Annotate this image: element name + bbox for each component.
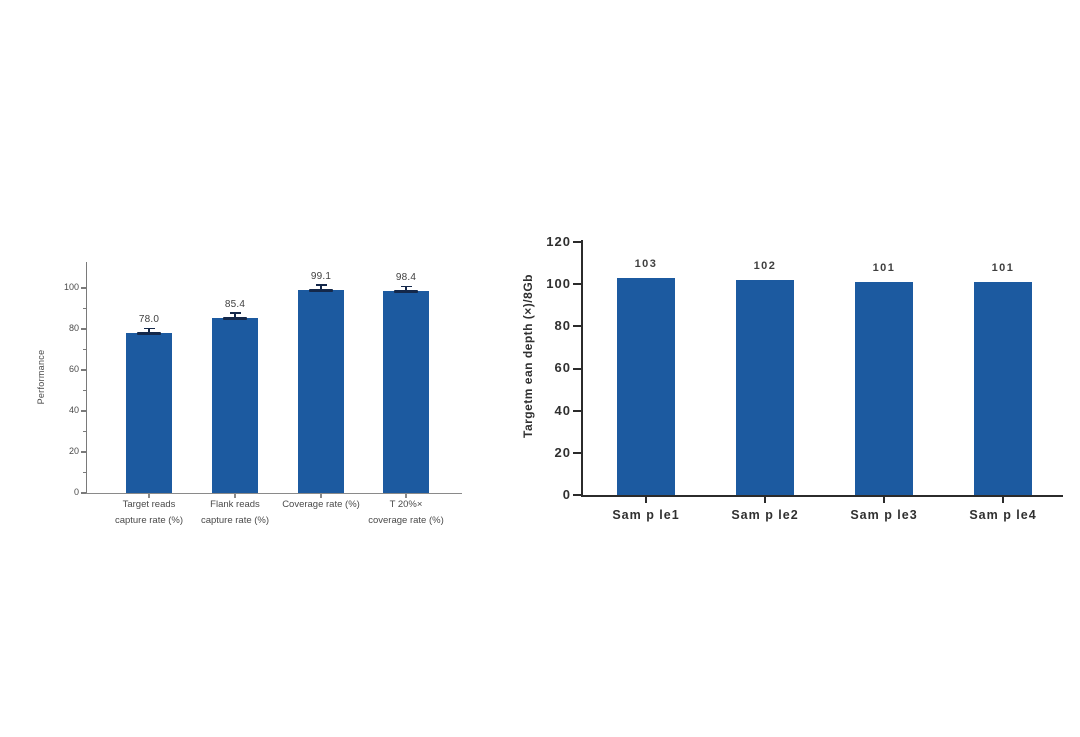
bar-value-label: 101 <box>991 262 1015 275</box>
y-tick-label: 20 <box>68 446 79 457</box>
error-bar-cap <box>394 290 418 294</box>
error-bar-cap <box>223 316 247 320</box>
y-tick-label: 60 <box>68 364 79 375</box>
bar <box>855 282 913 495</box>
y-tick-label: 100 <box>546 276 571 292</box>
bar-value-label: 103 <box>634 257 658 270</box>
y-tick-label: 0 <box>73 487 79 498</box>
error-bar-whisker <box>405 286 407 292</box>
y-tick-label: 20 <box>554 444 571 460</box>
category-label: T 20%× <box>389 499 423 510</box>
y-tick <box>572 325 581 328</box>
error-bar-top-cap <box>143 327 155 330</box>
x-tick <box>148 494 150 499</box>
y-axis-line <box>85 262 87 495</box>
y-minor-tick <box>82 430 86 432</box>
y-minor-tick <box>82 471 86 473</box>
category-label: capture rate (%) <box>200 514 270 526</box>
category-label: Sam p le3 <box>850 508 918 522</box>
error-bar-top-cap <box>400 285 412 288</box>
bar-value-label: 102 <box>753 259 777 272</box>
x-axis-line <box>580 495 1063 498</box>
y-minor-tick <box>82 389 86 391</box>
bar <box>212 317 258 493</box>
y-tick-label: 0 <box>562 486 571 502</box>
y-minor-tick <box>82 348 86 350</box>
y-tick-label: 100 <box>63 282 79 293</box>
y-tick <box>80 287 86 289</box>
y-tick <box>572 494 581 496</box>
x-tick <box>764 497 766 504</box>
x-tick <box>405 494 407 499</box>
error-bar-whisker <box>148 328 150 334</box>
bar <box>298 289 344 493</box>
y-tick <box>80 328 86 330</box>
y-tick <box>572 241 581 243</box>
x-tick <box>320 494 322 499</box>
x-tick <box>234 494 236 499</box>
category-label: coverage rate (%) <box>368 514 444 526</box>
y-tick <box>80 410 86 412</box>
category-label: Coverage rate (%) <box>282 499 360 510</box>
bar <box>974 282 1032 495</box>
y-tick-label: 80 <box>554 318 571 334</box>
bar-value-label: 85.4 <box>224 298 246 310</box>
category-label: Sam p le4 <box>969 508 1037 522</box>
y-minor-tick <box>82 307 86 309</box>
y-tick <box>80 451 86 453</box>
y-tick <box>80 492 86 494</box>
bar <box>617 277 675 495</box>
bar <box>736 279 794 495</box>
bar-value-label: 78.0 <box>138 314 160 326</box>
category-label: capture rate (%) <box>114 514 184 526</box>
y-tick <box>572 367 581 370</box>
bar <box>126 333 172 493</box>
category-label: Target reads <box>122 499 176 510</box>
bar <box>383 291 429 493</box>
x-tick <box>883 497 885 504</box>
bar-value-label: 99.1 <box>310 270 332 282</box>
y-tick-label: 60 <box>554 360 571 376</box>
y-tick <box>572 283 581 286</box>
x-axis-line <box>85 493 462 495</box>
bar-value-label: 101 <box>872 262 896 275</box>
y-axis-title: Targetm ean depth (×)/8Gb <box>521 274 535 438</box>
error-bar-top-cap <box>229 312 241 315</box>
y-tick <box>80 369 86 371</box>
category-label: Sam p le1 <box>612 508 680 522</box>
y-axis-line <box>580 240 583 498</box>
category-label: Flank reads <box>210 499 260 510</box>
y-tick-label: 80 <box>68 323 79 334</box>
y-tick <box>572 409 581 412</box>
error-bar-cap <box>309 288 333 292</box>
error-bar-top-cap <box>315 284 327 286</box>
category-label: Sam p le2 <box>731 508 799 522</box>
error-bar-cap <box>137 332 161 336</box>
x-tick <box>645 497 647 504</box>
y-tick-label: 120 <box>546 233 571 249</box>
y-tick <box>572 451 581 454</box>
y-tick-label: 40 <box>554 402 571 418</box>
x-tick <box>1002 497 1004 504</box>
y-tick-label: 40 <box>68 405 79 416</box>
bar-value-label: 98.4 <box>395 272 417 284</box>
error-bar-whisker <box>234 312 236 318</box>
error-bar-whisker <box>320 284 322 290</box>
